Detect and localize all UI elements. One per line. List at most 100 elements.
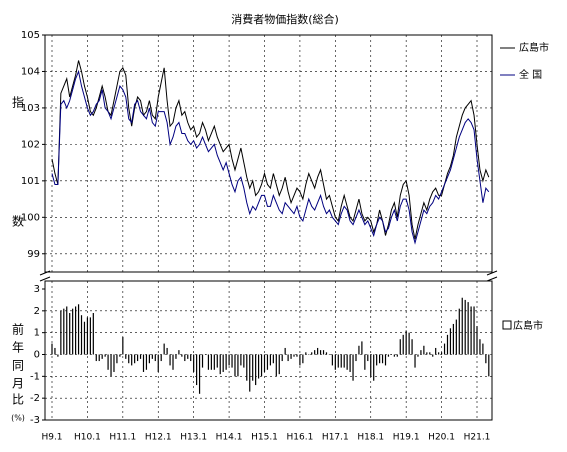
- bar: [139, 354, 142, 359]
- line-series: [51, 60, 490, 240]
- bar: [299, 354, 301, 366]
- bar: [322, 350, 325, 355]
- x-tick-label: H16.1: [287, 433, 314, 443]
- bar: [423, 345, 425, 355]
- bar: [266, 354, 269, 370]
- y-tick-label: 104: [21, 66, 40, 77]
- bar: [373, 354, 375, 381]
- bar: [107, 354, 109, 370]
- bar: [145, 354, 148, 370]
- bar: [381, 354, 384, 364]
- bar: [284, 347, 286, 355]
- bar: [131, 354, 133, 366]
- axis-break: [39, 270, 498, 282]
- bar: [204, 354, 207, 355]
- bar: [193, 354, 195, 372]
- bar: [166, 347, 168, 355]
- bar: [77, 304, 80, 355]
- bar: [464, 299, 466, 355]
- bar: [98, 354, 100, 362]
- y-tick-label: 105: [21, 30, 40, 41]
- bar: [246, 354, 248, 381]
- y-tick-label: 100: [21, 212, 40, 223]
- bar: [104, 354, 106, 357]
- bar: [352, 354, 354, 381]
- y-tick-label: -1: [30, 371, 40, 382]
- bar: [198, 354, 201, 394]
- y-tick-label: 1: [34, 328, 40, 339]
- bar: [467, 302, 469, 355]
- bar: [479, 339, 481, 355]
- legend-label: 広島市: [513, 319, 543, 332]
- bar: [86, 317, 89, 355]
- bar: [275, 354, 277, 377]
- bar: [272, 354, 274, 364]
- bar: [128, 354, 130, 364]
- bar: [296, 354, 298, 357]
- bar: [402, 334, 404, 355]
- bar: [452, 323, 454, 355]
- bar: [172, 354, 174, 370]
- bar: [420, 350, 422, 355]
- bar: [349, 354, 351, 372]
- x-tick-label: H14.1: [216, 433, 243, 443]
- bar: [54, 347, 56, 355]
- y-axis-label: 指: [12, 95, 24, 110]
- y-axis-label: (%): [11, 414, 25, 423]
- bar: [72, 308, 74, 355]
- bar: [80, 315, 83, 355]
- bar: [196, 354, 198, 386]
- bar: [178, 350, 180, 355]
- bar: [63, 308, 65, 355]
- bar: [60, 310, 62, 355]
- x-tick-label: H15.1: [251, 433, 278, 443]
- bar: [414, 354, 416, 368]
- bar: [399, 339, 401, 355]
- y-axis-label: 比: [12, 393, 24, 407]
- y-tick-label: -2: [30, 393, 40, 404]
- x-tick-label: H10.1: [74, 433, 101, 443]
- x-tick-label: H19.1: [393, 433, 420, 443]
- bar: [257, 354, 260, 379]
- bar: [51, 343, 53, 355]
- y-tick-label: 103: [21, 103, 40, 114]
- bar: [210, 354, 212, 370]
- x-tick-label: H12.1: [145, 433, 172, 443]
- bar: [237, 354, 239, 377]
- bar: [379, 354, 381, 364]
- bar: [367, 354, 369, 362]
- bar: [293, 354, 295, 357]
- bar: [113, 354, 115, 372]
- bar: [234, 354, 236, 377]
- bar: [231, 354, 233, 368]
- bar: [66, 306, 68, 355]
- bar: [181, 354, 183, 357]
- chart-title: 消費者物価指数(総合): [231, 12, 339, 26]
- y-axis-label: 年: [12, 341, 24, 355]
- bar: [355, 354, 357, 362]
- y-tick-label: -3: [30, 415, 40, 426]
- line-series: [51, 69, 490, 245]
- bar: [440, 352, 443, 355]
- y-tick-label: 3: [34, 284, 40, 295]
- bar: [432, 354, 434, 357]
- bottom-frame: [44, 280, 493, 421]
- bar: [358, 345, 360, 355]
- bar: [340, 354, 342, 368]
- bar: [95, 354, 97, 362]
- legend-label: 全 国: [519, 68, 542, 81]
- bar: [69, 313, 71, 355]
- bar: [269, 354, 272, 366]
- bar: [482, 343, 484, 355]
- y-axis-label: 同: [12, 359, 24, 373]
- x-tick-label: H20.1: [428, 433, 455, 443]
- bar: [446, 334, 449, 355]
- bar: [470, 306, 472, 355]
- bar: [325, 352, 328, 355]
- x-tick-label: H11.1: [109, 433, 136, 443]
- bar: [343, 354, 345, 368]
- bar: [387, 354, 390, 357]
- bar: [222, 354, 224, 372]
- y-tick-label: 102: [21, 139, 40, 150]
